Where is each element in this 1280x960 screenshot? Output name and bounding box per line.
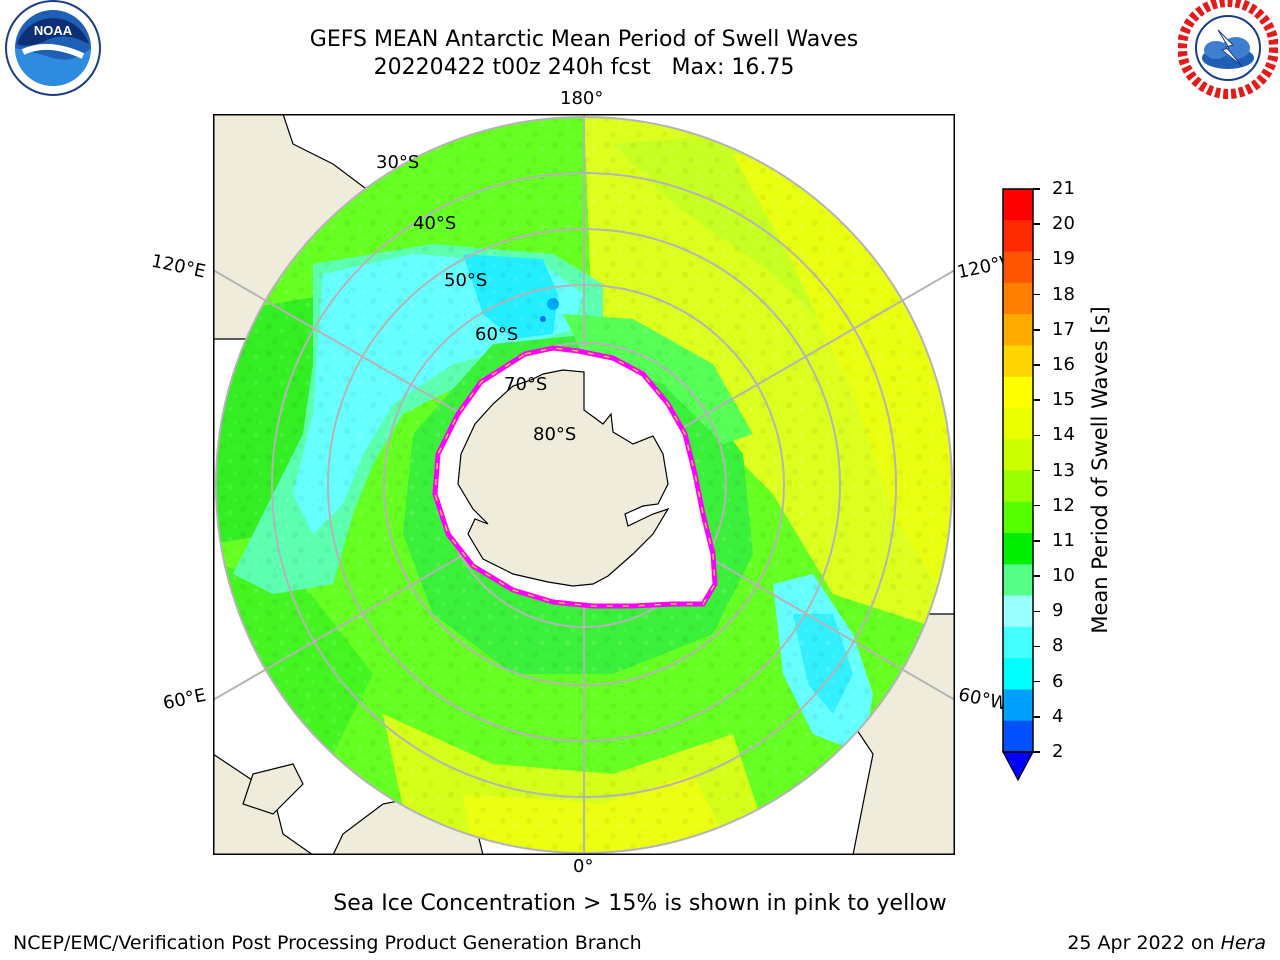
colorbar-segment bbox=[1003, 501, 1033, 534]
date-prefix: 25 Apr 2022 on bbox=[1067, 932, 1221, 954]
colorbar-segment bbox=[1003, 658, 1033, 690]
lat-label-60s: 60°S bbox=[475, 324, 519, 345]
lat-label-40s: 40°S bbox=[413, 213, 457, 234]
colorbar-tick-mark bbox=[1033, 399, 1040, 401]
colorbar-tick-mark bbox=[1033, 364, 1040, 366]
map-title: GEFS MEAN Antarctic Mean Period of Swell… bbox=[309, 27, 859, 52]
colorbar-tick-mark bbox=[1033, 188, 1040, 190]
colorbar-tick-mark bbox=[1033, 610, 1040, 612]
colorbar-segment bbox=[1003, 689, 1033, 722]
colorbar-segment bbox=[1003, 314, 1033, 346]
colorbar-tick-mark bbox=[1033, 258, 1040, 261]
colorbar-segment bbox=[1003, 251, 1033, 284]
lon-label-0: 0° bbox=[573, 856, 594, 877]
colorbar-tick-label: 8 bbox=[1052, 635, 1064, 657]
colorbar-tick-mark bbox=[1033, 575, 1040, 577]
colorbar-tick-label: 9 bbox=[1052, 600, 1064, 622]
colorbar-tick-mark bbox=[1033, 293, 1040, 296]
noaa-logo-text: NOAA bbox=[34, 23, 73, 38]
colorbar-segment bbox=[1003, 564, 1033, 597]
colorbar-tick-label: 21 bbox=[1052, 178, 1075, 199]
colorbar-segment bbox=[1003, 282, 1033, 315]
colorbar-segment bbox=[1003, 345, 1033, 378]
colorbar-segment bbox=[1003, 220, 1033, 253]
lat-label-70s: 70°S bbox=[504, 374, 548, 395]
colorbar-tick-mark bbox=[1033, 434, 1040, 437]
colorbar-segment bbox=[1003, 439, 1033, 471]
colorbar-tick-mark bbox=[1033, 751, 1040, 753]
noaa-logo: NOAA bbox=[3, 0, 103, 100]
colorbar-tick-label: 15 bbox=[1052, 389, 1075, 411]
colorbar-tick-label: 11 bbox=[1052, 529, 1075, 551]
antarctica bbox=[457, 369, 670, 587]
credit-text: NCEP/EMC/Verification Post Processing Pr… bbox=[13, 932, 642, 954]
map-caption: Sea Ice Concentration > 15% is shown in … bbox=[333, 891, 947, 916]
date-text: 25 Apr 2022 on Hera bbox=[1067, 932, 1266, 954]
colorbar-segment bbox=[1003, 470, 1033, 503]
lat-label-50s: 50°S bbox=[444, 270, 488, 291]
colorbar-tick-label: 6 bbox=[1052, 670, 1064, 692]
colorbar-tick-mark bbox=[1033, 540, 1040, 542]
colorbar-tick-label: 16 bbox=[1052, 353, 1075, 375]
colorbar-tick-mark bbox=[1033, 329, 1040, 331]
colorbar-tick-label: 19 bbox=[1052, 248, 1075, 270]
colorbar-tick-mark bbox=[1033, 223, 1040, 225]
colorbar-tick-label: 12 bbox=[1052, 494, 1075, 516]
colorbar-tick-mark bbox=[1033, 504, 1040, 507]
nws-logo bbox=[1177, 0, 1279, 100]
polar-map bbox=[213, 114, 955, 855]
colorbar-tick-label: 2 bbox=[1052, 741, 1064, 762]
colorbar-segment bbox=[1003, 595, 1033, 628]
colorbar-segment bbox=[1003, 533, 1033, 565]
map-subtitle: 20220422 t00z 240h fcst Max: 16.75 bbox=[373, 55, 795, 80]
colorbar-tick-label: 18 bbox=[1052, 283, 1075, 305]
colorbar-tick-label: 13 bbox=[1052, 459, 1075, 481]
colorbar-extend-arrow bbox=[1001, 751, 1035, 782]
colorbar-tick-label: 20 bbox=[1052, 213, 1075, 235]
colorbar-segment bbox=[1003, 626, 1033, 659]
colorbar-segment bbox=[1003, 376, 1033, 409]
colorbar-tick-mark bbox=[1033, 716, 1040, 718]
colorbar-tick-label: 4 bbox=[1052, 705, 1064, 727]
colorbar-tick-mark bbox=[1033, 469, 1040, 472]
colorbar-tick-label: 14 bbox=[1052, 424, 1075, 446]
colorbar-tick-mark bbox=[1033, 680, 1040, 683]
lat-label-30s: 30°S bbox=[376, 152, 420, 173]
colorbar-segment bbox=[1003, 189, 1033, 221]
colorbar bbox=[1001, 188, 1035, 782]
colorbar-segment bbox=[1003, 407, 1033, 440]
colorbar-segment bbox=[1003, 720, 1033, 753]
lon-label-60e: 60°E bbox=[161, 684, 208, 715]
machine-name: Hera bbox=[1220, 932, 1266, 954]
colorbar-title: Mean Period of Swell Waves [s] bbox=[1088, 306, 1112, 634]
colorbar-tick-mark bbox=[1033, 645, 1040, 648]
colorbar-tick-label: 17 bbox=[1052, 318, 1075, 340]
lon-label-120e: 120°E bbox=[149, 250, 208, 283]
lat-label-80s: 80°S bbox=[533, 424, 577, 445]
lon-label-180: 180° bbox=[560, 88, 604, 109]
colorbar-tick-label: 10 bbox=[1052, 565, 1075, 587]
